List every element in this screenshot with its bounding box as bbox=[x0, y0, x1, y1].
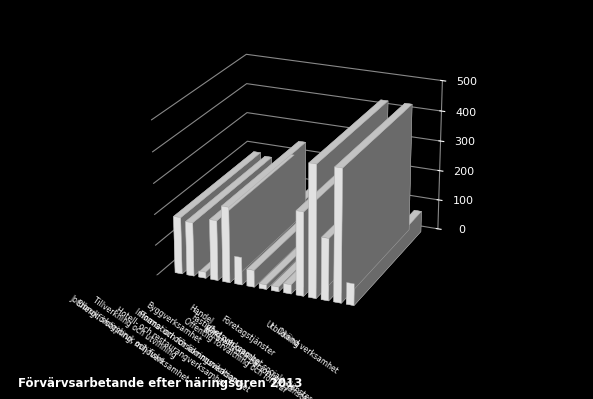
Text: Förvärvsarbetande efter näringsgren 2013: Förvärvsarbetande efter näringsgren 2013 bbox=[18, 377, 302, 390]
